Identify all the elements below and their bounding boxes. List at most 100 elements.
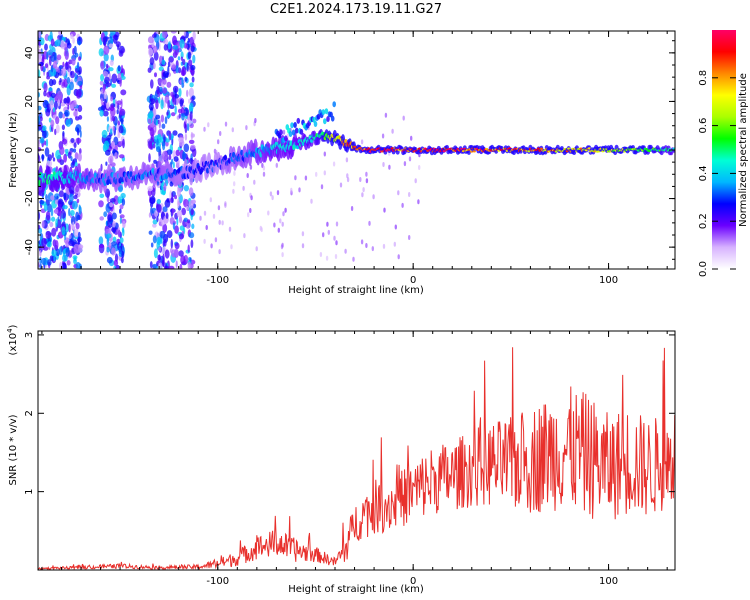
heatmap-cell bbox=[165, 138, 170, 143]
heatmap-cell bbox=[45, 211, 51, 221]
heatmap-cell bbox=[186, 89, 189, 97]
heatmap-cell bbox=[57, 90, 63, 101]
heatmap-cell bbox=[61, 138, 68, 145]
heatmap-cell bbox=[77, 231, 81, 239]
heatmap-cell bbox=[55, 218, 58, 228]
heatmap-cell bbox=[162, 181, 165, 187]
heatmap-cell bbox=[54, 128, 57, 136]
heatmap-cell bbox=[388, 164, 391, 170]
snr-x-axis-label: Height of straight line (km) bbox=[288, 584, 424, 595]
heatmap-cell bbox=[323, 118, 327, 125]
heatmap-cell bbox=[65, 247, 70, 257]
heatmap-cell bbox=[121, 227, 125, 233]
heatmap-cell bbox=[56, 54, 62, 61]
spectrogram-ticks: -100 0 100 -40 -20 0 20 40 bbox=[24, 31, 675, 286]
heatmap-cell bbox=[156, 146, 161, 153]
heatmap-cell bbox=[40, 173, 44, 180]
heatmap-cell bbox=[408, 192, 411, 197]
heatmap-cell bbox=[116, 109, 119, 115]
heatmap-cell bbox=[394, 224, 397, 230]
heatmap-cell bbox=[72, 110, 78, 117]
heatmap-cell bbox=[49, 100, 54, 110]
heatmap-cell bbox=[472, 150, 476, 153]
heatmap-cell bbox=[147, 112, 154, 118]
heatmap-cell bbox=[275, 162, 278, 168]
heatmap-cell bbox=[109, 104, 115, 112]
heatmap-cell bbox=[73, 195, 78, 200]
heatmap-cell bbox=[167, 61, 171, 68]
heatmap-cell bbox=[44, 147, 50, 157]
heatmap-cell bbox=[103, 90, 107, 100]
heatmap-cell bbox=[360, 139, 364, 145]
heatmap-cell bbox=[61, 67, 67, 77]
heatmap-cell bbox=[77, 237, 81, 245]
heatmap-cell bbox=[165, 212, 169, 219]
heatmap-cell bbox=[158, 119, 161, 129]
heatmap-cell bbox=[344, 139, 348, 143]
heatmap-cell bbox=[313, 121, 318, 127]
heatmap-cell bbox=[45, 194, 48, 201]
heatmap-cell bbox=[106, 256, 113, 264]
snr-frame bbox=[37, 330, 676, 571]
heatmap-cell bbox=[383, 207, 386, 213]
heatmap-cell bbox=[53, 60, 58, 69]
heatmap-cell bbox=[188, 87, 194, 98]
heatmap-cell bbox=[70, 156, 73, 162]
heatmap-cell bbox=[279, 218, 282, 224]
heatmap-cell bbox=[167, 41, 172, 50]
heatmap-cell bbox=[50, 64, 54, 73]
heatmap-cell bbox=[156, 203, 162, 213]
heatmap-cell bbox=[63, 192, 66, 201]
heatmap-cell bbox=[247, 212, 250, 218]
heatmap-cell bbox=[233, 181, 236, 187]
heatmap-cell bbox=[401, 202, 404, 208]
heatmap-cell bbox=[70, 33, 74, 39]
heatmap-cell bbox=[106, 196, 110, 203]
heatmap-cell bbox=[188, 232, 195, 239]
heatmap-cell bbox=[69, 81, 74, 91]
heatmap-cell bbox=[164, 249, 170, 259]
heatmap-cell bbox=[50, 207, 54, 217]
heatmap-cell bbox=[57, 216, 60, 221]
heatmap-cell bbox=[147, 47, 154, 57]
svg-text:(x104): (x104) bbox=[6, 324, 19, 355]
heatmap-cell bbox=[177, 56, 181, 61]
heatmap-cell bbox=[282, 129, 286, 135]
heatmap-cell bbox=[276, 190, 280, 196]
heatmap-cell bbox=[414, 178, 417, 184]
heatmap-cell bbox=[189, 111, 193, 121]
heatmap-cell bbox=[148, 102, 154, 111]
spectrogram-y-axis-label: Frequency (Hz) bbox=[8, 112, 19, 188]
heatmap-cell bbox=[301, 231, 305, 237]
spectrogram-x-axis-label: Height of straight line (km) bbox=[288, 285, 424, 296]
heatmap-cell bbox=[44, 63, 49, 69]
heatmap-cell bbox=[333, 235, 336, 241]
heatmap-cell bbox=[156, 85, 160, 95]
snr-y-axis-label: SNR (10 * v/v) bbox=[8, 414, 19, 485]
heatmap-cell bbox=[74, 161, 78, 168]
heatmap-cell bbox=[173, 156, 179, 162]
heatmap-cell bbox=[325, 255, 329, 261]
heatmap-cell bbox=[122, 220, 126, 229]
heatmap-cell bbox=[38, 147, 42, 152]
heatmap-cell bbox=[38, 105, 42, 111]
heatmap-cell bbox=[296, 117, 301, 124]
heatmap-cell bbox=[221, 220, 224, 226]
heatmap-cell bbox=[113, 195, 119, 206]
heatmap-cell bbox=[119, 204, 124, 210]
heatmap-cell bbox=[112, 220, 116, 228]
heatmap-cell bbox=[72, 221, 75, 230]
heatmap-cell bbox=[76, 127, 80, 136]
heatmap-cell bbox=[78, 204, 81, 211]
heatmap-cell bbox=[119, 237, 124, 244]
heatmap-cell bbox=[112, 125, 115, 132]
heatmap-cell bbox=[203, 210, 207, 216]
heatmap-cell bbox=[408, 235, 411, 240]
heatmap-cell bbox=[253, 179, 256, 185]
heatmap-cell bbox=[153, 62, 156, 70]
heatmap-cell bbox=[67, 151, 72, 159]
heatmap-cell bbox=[154, 210, 159, 217]
heatmap-cell bbox=[352, 256, 355, 262]
heatmap-cell bbox=[192, 118, 197, 124]
heatmap-cell bbox=[121, 198, 126, 206]
